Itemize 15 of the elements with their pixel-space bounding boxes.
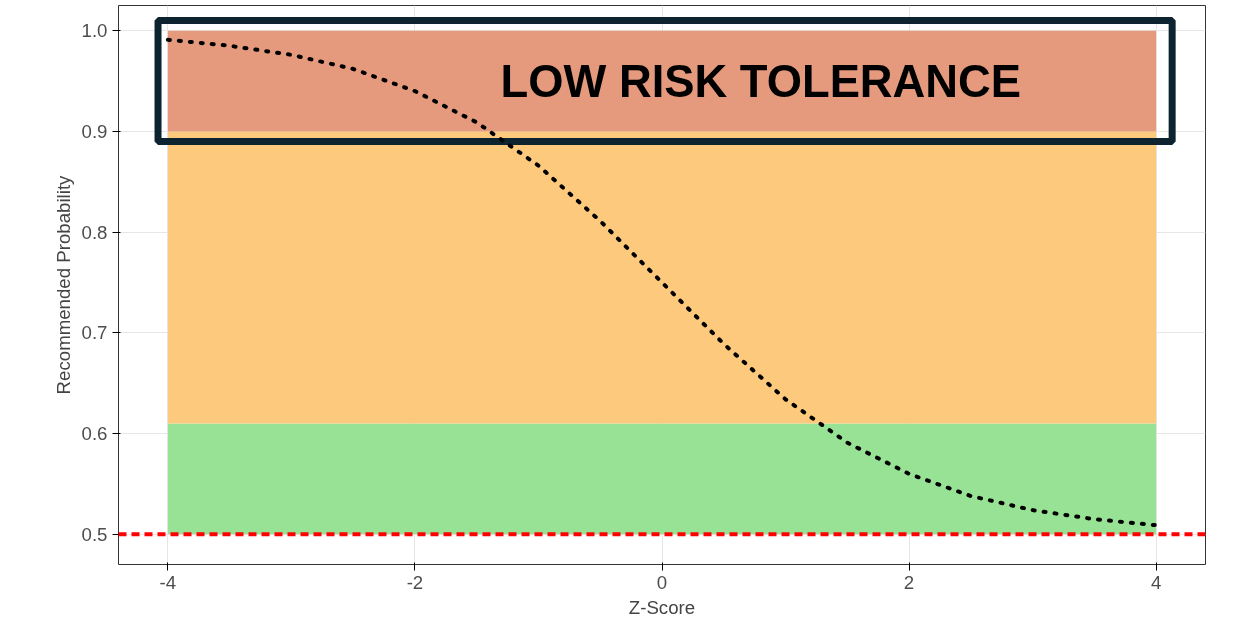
y-tick-label: 0.5 <box>81 523 108 545</box>
y-axis-title: Recommended Probability <box>52 174 74 395</box>
line-series <box>165 37 1159 528</box>
x-tick-label: -2 <box>406 571 424 593</box>
x-axis-title: Z-Score <box>628 596 696 618</box>
y-tick-label: 0.6 <box>81 423 108 445</box>
y-tick-label: 1.0 <box>81 20 108 42</box>
y-tick-label: 0.8 <box>81 221 108 243</box>
y-tick-label: 0.9 <box>81 120 108 142</box>
x-tick-label: 2 <box>903 571 915 593</box>
x-tick-label: 4 <box>1150 571 1162 593</box>
x-tick-label: -4 <box>159 571 177 593</box>
band-label: LOW RISK TOLERANCE <box>500 55 1022 107</box>
x-tick-label: 0 <box>656 571 668 593</box>
y-tick-label: 0.7 <box>81 322 108 344</box>
